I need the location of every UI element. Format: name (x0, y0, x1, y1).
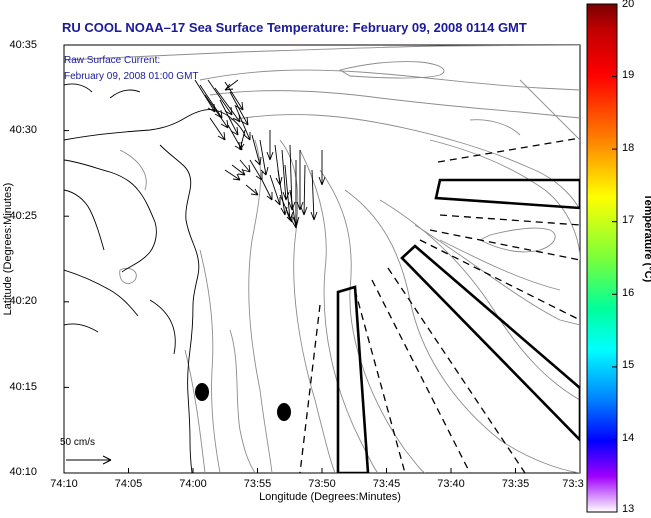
xtick-label: 74:05 (114, 478, 143, 490)
xtick-label: 74:10 (50, 478, 78, 490)
station-marker (277, 403, 291, 421)
dashed-lines (299, 137, 580, 473)
colorbar-tick-label: 15 (622, 359, 635, 371)
ytick-label: 40:10 (9, 466, 37, 478)
colorbar-tick-label: 17 (622, 214, 635, 226)
xtick-label: 73:55 (243, 478, 272, 490)
xtick-label: 73:35 (501, 478, 530, 490)
ytick-label: 40:35 (9, 39, 37, 51)
plot-frame (63, 44, 581, 474)
ytick-label: 40:15 (9, 381, 37, 393)
colorbar-tick-label: 18 (622, 142, 635, 154)
ytick-label: 40:20 (9, 295, 37, 307)
xtick-label: 73:40 (437, 478, 465, 490)
colorbar-tick-label: 16 (622, 287, 635, 299)
scale-label: 50 cm/s (60, 437, 96, 448)
xtick-label: 74:00 (179, 478, 207, 490)
map-title: RU COOL NOAA–17 Sea Surface Temperature:… (62, 20, 527, 35)
x-axis-label: Longitude (Degrees:Minutes) (259, 491, 401, 503)
colorbar-tick-label: 14 (622, 432, 635, 444)
y-axis-label: Latitude (Degrees:Minutes) (2, 182, 14, 316)
xtick-label: 73:45 (372, 478, 401, 490)
colorbar-title: Temperature (°C) (642, 193, 651, 283)
inset-label-line2: February 09, 2008 01:00 GMT (64, 71, 199, 82)
station-marker (195, 383, 209, 401)
axis-ticks (63, 44, 516, 473)
ytick-label: 40:25 (9, 210, 37, 222)
ytick-label: 40:30 (9, 124, 37, 136)
survey-boxes (336, 178, 580, 473)
scale-arrow (66, 455, 112, 465)
coastline (64, 83, 246, 473)
colorbar-tick-label: 13 (622, 503, 635, 515)
colorbar-ticks (612, 76, 617, 440)
xtick-label: 73:50 (308, 478, 336, 490)
colorbar-tick-label: 19 (622, 69, 635, 81)
inset-label-line1: Raw Surface Current: (64, 55, 161, 66)
colorbar-tick-label: 20 (622, 0, 635, 10)
colorbar (586, 3, 618, 513)
current-vectors (194, 79, 326, 229)
xtick-label: 73:3 (562, 478, 584, 490)
